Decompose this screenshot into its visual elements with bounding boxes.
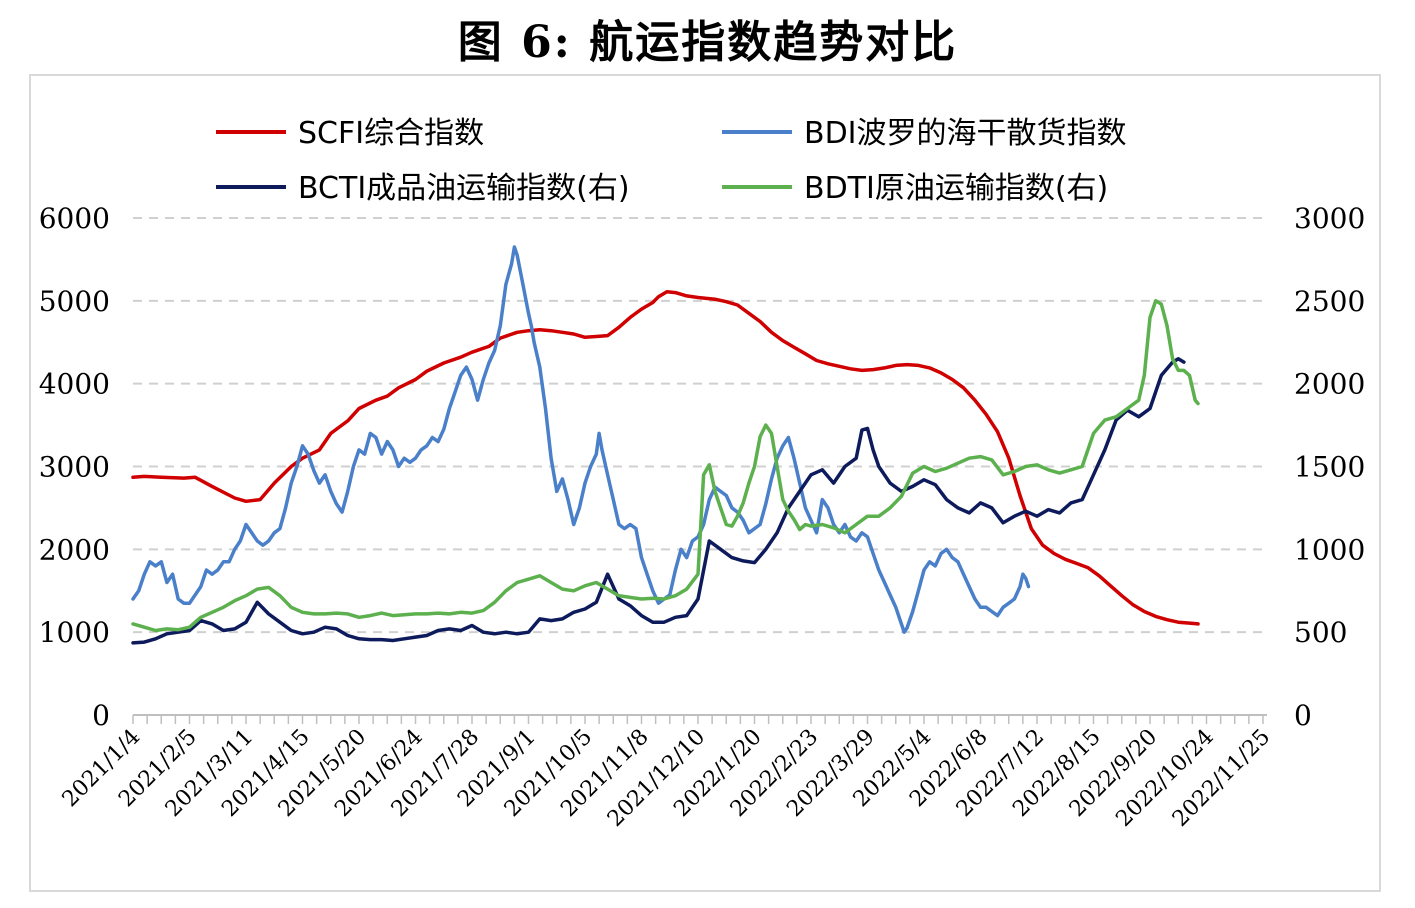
legend-label: BCTI成品油运输指数(右) [298, 171, 630, 206]
legend-label: BDTI原油运输指数(右) [804, 171, 1108, 206]
series-line-2 [131, 357, 1186, 645]
series-line-0 [131, 289, 1200, 626]
series-line-3 [131, 299, 1200, 633]
left-y-axis-ticks: 0 1000 2000 3000 4000 5000 6000 [39, 202, 110, 732]
legend: SCFI综合指数 BDI波罗的海干散货指数 BCTI成品油运输指数(右) BDTI原油… [216, 116, 1127, 206]
y-tick-label-left: 4000 [39, 368, 110, 401]
x-axis-ticks: 2021/1/42021/2/52021/3/112021/4/152021/5… [58, 725, 1276, 832]
chart-title: 图 6: 航运指数趋势对比 [457, 17, 958, 68]
y-tick-label-left: 1000 [39, 616, 110, 649]
y-tick-label-right: 3000 [1294, 202, 1365, 235]
axes [132, 714, 1267, 724]
legend-label: BDI波罗的海干散货指数 [804, 116, 1127, 151]
series-line-1 [131, 245, 1031, 634]
gridlines [133, 217, 1267, 634]
legend-label: SCFI综合指数 [298, 116, 484, 151]
chart-frame [29, 74, 1381, 892]
y-tick-label-right: 1000 [1294, 533, 1365, 566]
y-tick-label-left: 0 [92, 699, 110, 732]
series-lines [131, 245, 1200, 645]
y-tick-label-right: 2000 [1294, 368, 1365, 401]
y-tick-label-right: 1500 [1294, 451, 1365, 484]
y-tick-label-left: 3000 [39, 451, 110, 484]
y-tick-label-right: 0 [1294, 699, 1312, 732]
y-tick-label-left: 2000 [39, 533, 110, 566]
y-tick-label-right: 500 [1294, 616, 1347, 649]
y-tick-label-left: 6000 [39, 202, 110, 235]
y-tick-label-right: 2500 [1294, 285, 1365, 318]
right-y-axis-ticks: 0 500 1000 1500 2000 2500 3000 [1294, 202, 1365, 732]
y-tick-label-left: 5000 [39, 285, 110, 318]
